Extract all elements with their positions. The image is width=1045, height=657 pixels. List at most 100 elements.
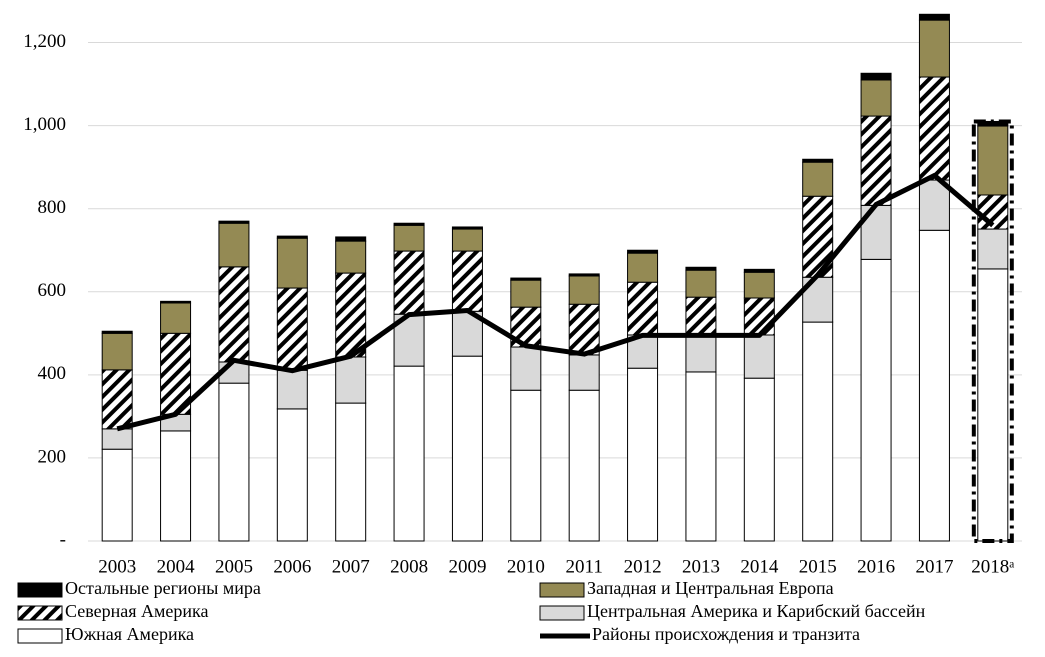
y-tick-label: 400 (38, 363, 67, 384)
bar-segment (568, 303, 600, 356)
bar-segment (393, 222, 425, 226)
bar-segment (510, 389, 542, 542)
bar-segment (393, 250, 425, 315)
bar-segment (743, 297, 775, 336)
bar-segment (218, 382, 250, 542)
bar-segment (568, 354, 600, 391)
bar-segment (101, 332, 133, 371)
bar-segment (335, 356, 367, 404)
bar-segment (393, 365, 425, 542)
bar-segment (802, 158, 834, 163)
bar-segment (685, 269, 717, 298)
bar-segment (918, 19, 950, 78)
bar-segment (685, 266, 717, 271)
bar-segment (160, 302, 192, 334)
bar-segment (451, 226, 483, 230)
bar-segment (276, 408, 308, 542)
bar-segment (685, 334, 717, 373)
y-tick-label: - (60, 529, 66, 550)
bar-segment (627, 281, 659, 336)
x-tick-label: 2003 (98, 556, 136, 577)
x-tick-label: 2012 (624, 556, 662, 577)
y-tick-label: 1,000 (23, 114, 66, 135)
bar-segment (451, 228, 483, 252)
bar-segment (160, 300, 192, 304)
x-tick-label: 2017 (915, 556, 953, 577)
y-tick-label: 800 (38, 197, 67, 218)
line-series (116, 172, 995, 432)
y-tick-label: 600 (38, 280, 67, 301)
x-tick-label: 2014 (740, 556, 779, 577)
bar-segment (160, 430, 192, 542)
bar-segment (568, 275, 600, 305)
bar-segment (101, 428, 133, 450)
bar-segment (218, 220, 250, 224)
bar-segment (977, 228, 1009, 270)
x-tick-label: 2009 (448, 556, 486, 577)
bar-segment (510, 279, 542, 308)
bar-segment (101, 369, 133, 430)
x-tick-label: 2013 (682, 556, 720, 577)
bar-segment (977, 268, 1009, 542)
bar-segment (101, 330, 133, 334)
y-tick-label: 1,200 (23, 31, 66, 52)
bar-segment (218, 222, 250, 268)
bar-segment (743, 271, 775, 299)
bar-segment (335, 236, 367, 242)
bar-segment (276, 369, 308, 410)
x-tick-label: 2011 (566, 556, 603, 577)
legend-swatch (17, 605, 63, 621)
bar-segment (918, 13, 950, 21)
y-tick-label: 200 (38, 446, 67, 467)
legend-label: Остальные регионы мира (65, 578, 261, 598)
bar-segment (860, 258, 892, 542)
bar-segment (977, 125, 1009, 196)
x-tick-label: 2010 (507, 556, 545, 577)
bar-segment (627, 367, 659, 542)
legend-swatch (17, 582, 63, 598)
legend-swatch (539, 582, 585, 598)
bar-segment (743, 377, 775, 542)
bar-segment (627, 249, 659, 254)
bar-segment (276, 235, 308, 239)
x-tick-label: 2018ᵃ (971, 556, 1014, 577)
x-tick-label: 2016 (857, 556, 895, 577)
bar-segment (743, 334, 775, 379)
legend-label: Районы происхождения и транзита (592, 624, 860, 644)
bar-segment (568, 273, 600, 277)
x-tick-label: 2015 (799, 556, 837, 577)
bar-segment (685, 296, 717, 336)
bar-segment (860, 115, 892, 206)
bar-segment (510, 277, 542, 281)
bar-segment (918, 179, 950, 231)
bar-segment (685, 371, 717, 542)
bar-segment (918, 76, 950, 181)
legend-label: Южная Америка (65, 624, 194, 644)
bar-segment (218, 266, 250, 363)
bar-segment (860, 79, 892, 117)
bar-segment (451, 250, 483, 312)
bar-segment (510, 346, 542, 391)
legend-label: Северная Америка (65, 601, 208, 621)
bar-segment (918, 229, 950, 542)
bar-segment (335, 240, 367, 274)
bar-segment (743, 268, 775, 273)
legend-label: Центральная Америка и Карибский бассейн (587, 601, 926, 621)
bar-segment (627, 252, 659, 283)
legend-label: Западная и Центральная Европа (587, 578, 834, 598)
bar-segment (802, 321, 834, 542)
projection-outline (971, 119, 1014, 543)
legend-swatch (539, 605, 585, 621)
bar-segment (335, 402, 367, 542)
bar-segment (860, 72, 892, 81)
bar-segment (101, 448, 133, 542)
x-tick-label: 2005 (215, 556, 253, 577)
x-tick-label: 2008 (390, 556, 428, 577)
bar-segment (335, 272, 367, 358)
bar-segment (276, 287, 308, 371)
bar-segment (451, 355, 483, 542)
legend-swatch (17, 628, 63, 644)
bar-segment (393, 224, 425, 252)
x-tick-label: 2004 (157, 556, 196, 577)
